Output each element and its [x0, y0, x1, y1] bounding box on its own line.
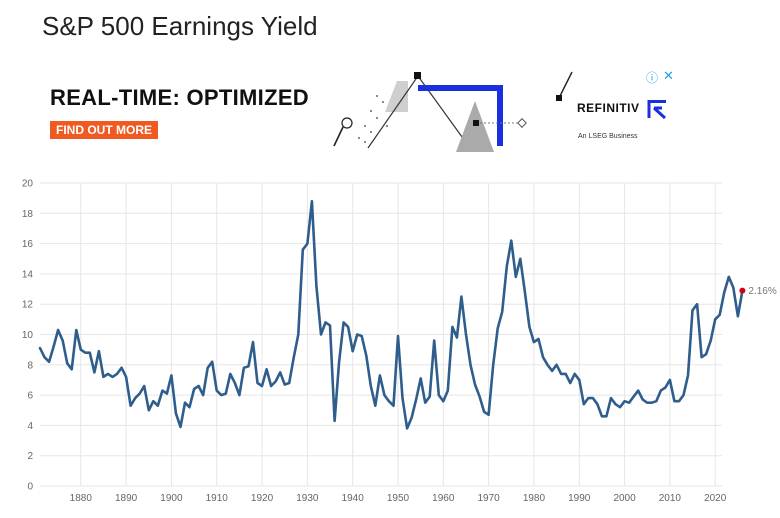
refinitiv-logo-text: REFINITIV: [577, 101, 640, 115]
x-tick-label: 2000: [613, 493, 636, 504]
magnifier-icon: [333, 117, 353, 147]
y-tick-label: 20: [22, 179, 34, 190]
y-tick-label: 0: [27, 482, 33, 493]
earnings-yield-chart: 0 2 4 6 8 10 12 14 16 18 20 1880 1890 1900 1910 1920 19…: [22, 179, 777, 505]
x-tick-label: 2010: [659, 493, 682, 504]
x-tick-label: 1980: [523, 493, 546, 504]
y-tick-label: 4: [27, 421, 33, 432]
x-tick-label: 1890: [115, 493, 138, 504]
x-tick-label: 1920: [251, 493, 274, 504]
ad-tagline: An LSEG Business: [578, 133, 638, 140]
x-tick-label: 1930: [296, 493, 319, 504]
ad-illustration: [333, 72, 527, 152]
x-tick-label: 1960: [432, 493, 455, 504]
refinitiv-logo-icon: [647, 100, 667, 119]
x-tick-label: 1970: [477, 493, 500, 504]
y-tick-label: 18: [22, 209, 34, 220]
x-tick-label: 1910: [206, 493, 229, 504]
x-tick-label: 1880: [70, 493, 93, 504]
y-tick-label: 14: [22, 269, 34, 280]
last-value-label: 2.16%: [748, 286, 776, 297]
y-tick-label: 2: [27, 451, 33, 462]
y-tick-label: 8: [27, 360, 33, 371]
ad-close-icon[interactable]: ✕: [663, 68, 674, 83]
chart-grid: [40, 182, 722, 487]
ad-headline: REAL-TIME: OPTIMIZED: [50, 85, 309, 110]
x-axis: 1880 1890 1900 1910 1920 1930 1940 1950 1960 1970…: [70, 493, 727, 504]
ad-info-icon[interactable]: ⓘ: [646, 71, 659, 85]
x-tick-label: 1900: [160, 493, 183, 504]
x-tick-label: 1990: [568, 493, 591, 504]
y-tick-label: 16: [22, 239, 34, 250]
y-tick-label: 12: [22, 300, 34, 311]
pen-icon: [556, 71, 573, 101]
page-title: S&P 500 Earnings Yield: [42, 11, 318, 41]
x-tick-label: 2020: [704, 493, 727, 504]
y-tick-label: 10: [22, 330, 34, 341]
y-axis: 0 2 4 6 8 10 12 14 16 18 20: [22, 179, 34, 493]
y-tick-label: 6: [27, 391, 33, 402]
find-out-more-button[interactable]: FIND OUT MORE: [50, 121, 158, 139]
series-line: [38, 199, 744, 430]
x-tick-label: 1940: [342, 493, 365, 504]
x-tick-label: 1950: [387, 493, 410, 504]
ad-banner[interactable]: REAL-TIME: OPTIMIZED FIND OUT MORE REFIN…: [40, 66, 680, 152]
last-point-marker: [739, 287, 746, 294]
